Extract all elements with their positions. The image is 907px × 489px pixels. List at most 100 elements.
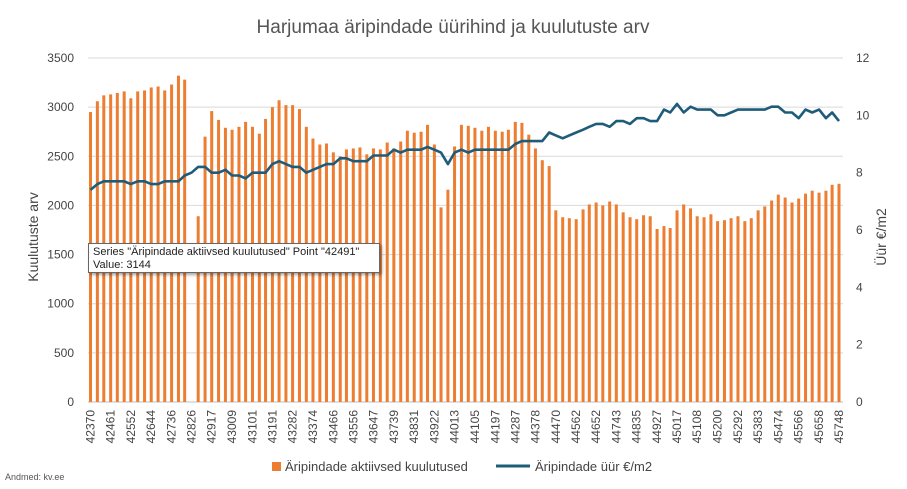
bar[interactable] xyxy=(399,141,403,403)
legend-bar-swatch xyxy=(272,462,281,471)
bar[interactable] xyxy=(554,210,558,402)
bar[interactable] xyxy=(642,215,646,402)
x-tick-label: 43831 xyxy=(407,410,421,444)
bar[interactable] xyxy=(770,200,774,402)
bar[interactable] xyxy=(473,127,477,402)
bar[interactable] xyxy=(797,198,801,402)
bar[interactable] xyxy=(709,214,713,402)
bar[interactable] xyxy=(763,206,767,402)
bar[interactable] xyxy=(513,121,517,402)
bar[interactable] xyxy=(783,197,787,402)
x-tick-label: 44013 xyxy=(448,410,462,444)
bar[interactable] xyxy=(608,201,612,402)
bar[interactable] xyxy=(426,124,430,402)
bar[interactable] xyxy=(561,217,565,402)
bar[interactable] xyxy=(533,148,537,402)
bar[interactable] xyxy=(702,217,706,402)
bar[interactable] xyxy=(412,132,416,402)
bar[interactable] xyxy=(466,125,470,403)
bar[interactable] xyxy=(581,209,585,402)
bar[interactable] xyxy=(682,204,686,402)
x-tick-label: 43282 xyxy=(286,410,300,444)
bar[interactable] xyxy=(601,205,605,402)
bar[interactable] xyxy=(344,149,348,402)
bar[interactable] xyxy=(722,220,726,402)
bar[interactable] xyxy=(614,204,618,402)
bar[interactable] xyxy=(520,122,524,403)
bar[interactable] xyxy=(587,204,591,402)
bar[interactable] xyxy=(318,144,322,402)
bar[interactable] xyxy=(493,130,497,402)
bar[interactable] xyxy=(655,229,659,402)
bar[interactable] xyxy=(183,79,187,402)
bar[interactable] xyxy=(540,160,544,402)
left-tick-label: 0 xyxy=(67,395,74,409)
bar[interactable] xyxy=(439,207,443,402)
bar[interactable] xyxy=(371,148,375,402)
bar[interactable] xyxy=(547,166,551,402)
bar[interactable] xyxy=(729,218,733,402)
right-tick-label: 12 xyxy=(856,51,870,65)
bar[interactable] xyxy=(385,142,389,403)
bar[interactable] xyxy=(736,216,740,402)
bar[interactable] xyxy=(419,131,423,402)
bar[interactable] xyxy=(695,216,699,402)
bar[interactable] xyxy=(804,193,808,402)
bar[interactable] xyxy=(716,221,720,402)
bar[interactable] xyxy=(453,146,457,402)
bar[interactable] xyxy=(628,217,632,402)
tooltip-line-2: Value: 3144 xyxy=(93,259,151,271)
bar[interactable] xyxy=(668,228,672,402)
x-tick-label: 44470 xyxy=(549,410,563,444)
bar[interactable] xyxy=(392,148,396,402)
bar[interactable] xyxy=(675,210,679,402)
bar[interactable] xyxy=(749,218,753,402)
bar[interactable] xyxy=(486,126,490,403)
bar[interactable] xyxy=(837,183,841,402)
bar[interactable] xyxy=(506,129,510,402)
bar[interactable] xyxy=(527,134,531,403)
bar[interactable] xyxy=(830,184,834,402)
bar[interactable] xyxy=(648,216,652,402)
bar[interactable] xyxy=(810,190,814,402)
bar[interactable] xyxy=(567,218,571,402)
line-series[interactable] xyxy=(89,102,841,191)
right-tick-label: 2 xyxy=(856,338,863,352)
bar[interactable] xyxy=(790,202,794,402)
left-tick-label: 500 xyxy=(54,346,74,360)
bar[interactable] xyxy=(446,189,450,402)
bar[interactable] xyxy=(480,130,484,402)
x-tick-label: 42736 xyxy=(165,410,179,444)
bar[interactable] xyxy=(459,124,463,402)
bar[interactable] xyxy=(594,202,598,402)
bar[interactable] xyxy=(365,154,369,402)
bar[interactable] xyxy=(176,75,180,402)
bar[interactable] xyxy=(574,219,578,402)
bar[interactable] xyxy=(756,210,760,402)
bar[interactable] xyxy=(621,212,625,402)
bar[interactable] xyxy=(635,219,639,402)
x-tick-label: 44105 xyxy=(468,410,482,444)
bar[interactable] xyxy=(405,130,409,402)
bar[interactable] xyxy=(338,156,342,402)
rent-line[interactable] xyxy=(89,102,841,191)
bar[interactable] xyxy=(432,144,436,402)
bar[interactable] xyxy=(689,208,693,402)
bar[interactable] xyxy=(743,221,747,402)
bar[interactable] xyxy=(824,190,828,402)
bar[interactable] xyxy=(196,216,200,402)
bar[interactable] xyxy=(331,152,335,402)
x-tick-label: 43101 xyxy=(246,410,260,444)
legend-bar-label: Äripindade aktiivsed kuulutused xyxy=(285,459,468,474)
bar[interactable] xyxy=(662,226,666,402)
bar[interactable] xyxy=(351,148,355,402)
bar[interactable] xyxy=(776,194,780,402)
bar[interactable] xyxy=(817,192,821,402)
x-tick-label: 44835 xyxy=(630,410,644,444)
bar[interactable] xyxy=(378,149,382,402)
right-axis-title: Üür €/m2 xyxy=(872,208,889,266)
bar[interactable] xyxy=(358,147,362,402)
bar[interactable] xyxy=(500,131,504,402)
x-tick-label: 43647 xyxy=(367,410,381,444)
x-tick-label: 42552 xyxy=(124,410,138,444)
